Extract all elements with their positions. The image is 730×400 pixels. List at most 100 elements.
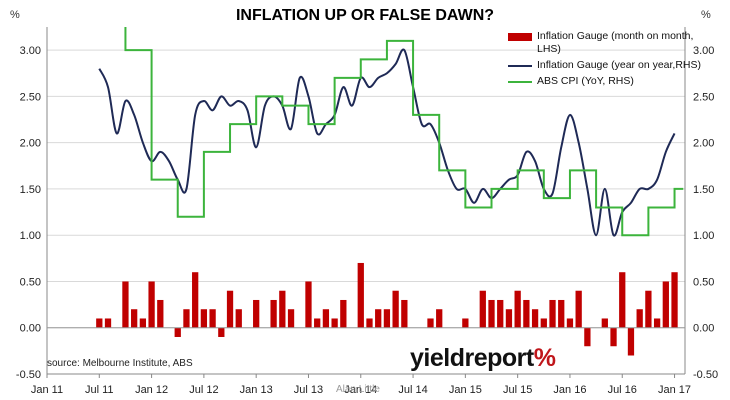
bar-mom	[122, 281, 129, 328]
right-tick-label: 0.00	[693, 323, 714, 335]
right-tick-label: 2.00	[693, 138, 714, 150]
left-tick-label: 2.50	[20, 91, 41, 103]
legend-swatch-yoy-line	[508, 65, 532, 67]
watermark: Alan Little	[336, 384, 380, 395]
bar-mom	[131, 309, 138, 328]
x-tick-label: Jan 12	[135, 384, 168, 396]
legend-swatch-cpi-line	[508, 81, 532, 83]
bar-mom	[340, 299, 347, 328]
bar-mom	[305, 281, 312, 328]
bar-mom	[488, 299, 495, 328]
source-note: source: Melbourne Institute, ABS	[47, 358, 193, 369]
legend-item-cpi: ABS CPI (YoY, RHS)	[508, 75, 718, 88]
right-tick-label: 1.00	[693, 230, 714, 242]
line-series	[98, 27, 684, 237]
bar-mom	[331, 318, 338, 328]
bar-mom	[375, 309, 382, 328]
x-tick-label: Jan 11	[31, 384, 63, 396]
bar-mom	[279, 290, 286, 328]
bar-mom	[497, 299, 504, 328]
bar-mom	[523, 299, 530, 328]
line-abs-cpi	[124, 27, 684, 237]
bar-mom	[627, 327, 635, 356]
bar-mom	[218, 327, 225, 337]
bar-mom	[584, 327, 591, 347]
bar-mom	[322, 309, 330, 328]
x-tick-label: Jan 13	[240, 384, 273, 396]
brand-symbol: %	[533, 344, 556, 372]
legend-item-yoy: Inflation Gauge (year on year,RHS)	[508, 59, 718, 72]
right-tick-label: 3.00	[693, 45, 714, 57]
bar-mom	[427, 318, 434, 328]
bar-mom	[619, 272, 626, 328]
left-tick-label: -0.50	[16, 369, 41, 381]
bar-mom	[645, 290, 652, 328]
bar-mom	[383, 309, 391, 328]
legend-label-mom: Inflation Gauge (month on month, LHS)	[537, 30, 694, 55]
x-tick-label: Jan 16	[553, 384, 586, 396]
bar-mom	[514, 290, 521, 328]
brand-logo: yieldreport%	[410, 344, 556, 373]
bar-mom	[192, 272, 199, 328]
left-tick-label: 3.00	[20, 45, 41, 57]
bar-mom	[366, 318, 373, 328]
bar-mom	[270, 299, 277, 328]
bar-mom	[505, 309, 513, 328]
left-tick-label: 1.50	[20, 184, 41, 196]
bar-mom	[200, 309, 208, 328]
bar-mom	[540, 318, 547, 328]
axes	[46, 27, 686, 378]
bar-mom	[209, 309, 216, 328]
bar-mom	[610, 327, 617, 347]
right-tick-label: -0.50	[693, 369, 718, 381]
bar-mom	[575, 290, 582, 328]
x-tick-label: Jan 17	[658, 384, 691, 396]
left-axis-unit: %	[10, 9, 20, 21]
bar-mom	[157, 299, 164, 328]
legend: Inflation Gauge (month on month, LHS) In…	[508, 30, 718, 91]
bar-mom	[357, 262, 364, 328]
bar-mom	[558, 299, 565, 328]
bar-mom	[314, 318, 321, 328]
bar-mom	[287, 309, 295, 328]
bar-mom	[601, 318, 608, 328]
x-tick-label: Jul 11	[85, 384, 114, 396]
bar-mom	[226, 290, 234, 328]
bar-mom	[636, 309, 643, 328]
right-tick-label: 2.50	[693, 91, 714, 103]
legend-label-cpi: ABS CPI (YoY, RHS)	[537, 75, 634, 87]
left-tick-label: 0.00	[20, 323, 41, 335]
left-tick-label: 1.00	[20, 230, 41, 242]
bar-mom	[462, 318, 469, 328]
bar-mom	[392, 290, 399, 328]
bar-mom	[653, 318, 661, 328]
right-tick-label: 1.50	[693, 184, 714, 196]
x-tick-label: Jan 14	[344, 384, 377, 396]
left-tick-label: 2.00	[20, 138, 41, 150]
legend-item-mom: Inflation Gauge (month on month, LHS)	[508, 30, 718, 56]
bar-series-mom	[96, 262, 678, 356]
x-tick-label: Jan 15	[449, 384, 482, 396]
bar-mom	[96, 318, 103, 328]
bar-mom	[479, 290, 486, 328]
bar-mom	[671, 272, 678, 328]
legend-swatch-bar	[508, 33, 532, 41]
chart-title: INFLATION UP OR FALSE DAWN?	[235, 7, 495, 24]
line-yoy	[98, 48, 676, 237]
bar-mom	[148, 281, 155, 328]
bar-mom	[549, 299, 556, 328]
bar-mom	[662, 281, 669, 328]
x-tick-label: Jul 15	[503, 384, 532, 396]
bar-mom	[566, 318, 574, 328]
right-tick-label: 0.50	[693, 276, 714, 288]
bar-mom	[183, 309, 190, 328]
right-axis-unit: %	[701, 9, 711, 21]
x-tick-label: Jul 13	[294, 384, 323, 396]
bar-mom	[139, 318, 147, 328]
bar-mom	[235, 309, 242, 328]
x-tick-label: Jul 16	[608, 384, 637, 396]
bar-mom	[104, 318, 112, 328]
bar-mom	[253, 299, 260, 328]
brand-text: yieldreport	[410, 344, 534, 372]
